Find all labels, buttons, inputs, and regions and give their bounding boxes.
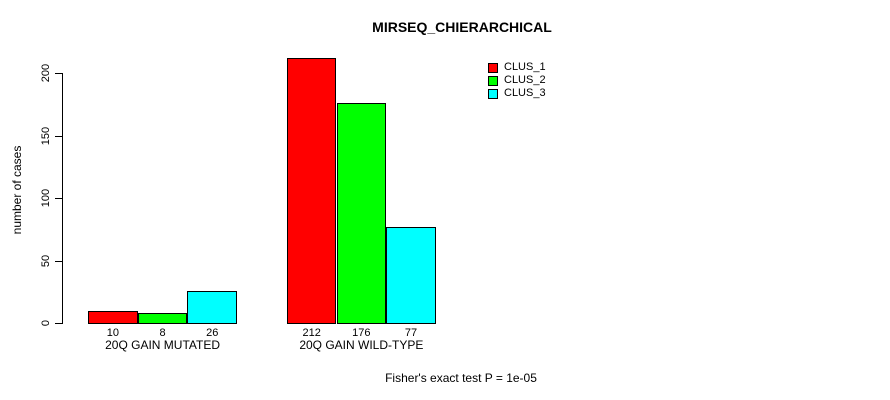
bar-clus_3-1: [187, 290, 238, 324]
legend-item-clus_2: CLUS_2: [488, 74, 546, 87]
legend-item-clus_1: CLUS_1: [488, 61, 546, 74]
bar-value-label: 77: [404, 327, 418, 339]
bar-clus_3-2: [386, 226, 436, 324]
legend: CLUS_1 CLUS_2 CLUS_3: [488, 61, 546, 100]
legend-label: CLUS_1: [504, 61, 546, 73]
y-tick: [55, 198, 62, 199]
y-tick: [55, 73, 62, 74]
y-tick-label: 200: [40, 63, 52, 83]
y-tick: [55, 323, 62, 324]
y-axis-label: number of cases: [10, 145, 24, 235]
bar-value-label: 10: [106, 327, 119, 339]
legend-label: CLUS_3: [504, 87, 546, 99]
bar-value-label: 176: [352, 327, 371, 339]
legend-swatch-icon: [488, 75, 498, 86]
y-tick-label: 0: [40, 319, 52, 327]
y-tick: [55, 260, 62, 262]
legend-item-clus_3: CLUS_3: [488, 87, 546, 100]
bar-clus_2-1: [137, 313, 188, 324]
bar-value-label: 8: [159, 327, 166, 339]
bar-clus_2-2: [336, 103, 387, 324]
category-label: 20Q GAIN MUTATED: [105, 338, 220, 352]
legend-swatch-icon: [488, 88, 498, 99]
annotation-fishers-test: Fisher's exact test P = 1e-05: [385, 371, 537, 385]
y-tick-label: 150: [40, 126, 52, 145]
legend-label: CLUS_2: [504, 74, 546, 86]
legend-swatch-icon: [488, 62, 498, 73]
bar-clus_1-2: [286, 58, 337, 324]
y-tick: [55, 135, 62, 137]
chart-title: MIRSEQ_CHIERARCHICAL: [372, 19, 552, 35]
y-tick-label: 100: [40, 188, 52, 208]
bar-value-label: 212: [302, 327, 321, 339]
bar-clus_1-1: [88, 310, 138, 324]
bar-value-label: 26: [206, 327, 219, 339]
category-label: 20Q GAIN WILD-TYPE: [299, 338, 424, 352]
y-axis-line: [62, 73, 63, 324]
y-tick-label: 50: [40, 254, 52, 267]
